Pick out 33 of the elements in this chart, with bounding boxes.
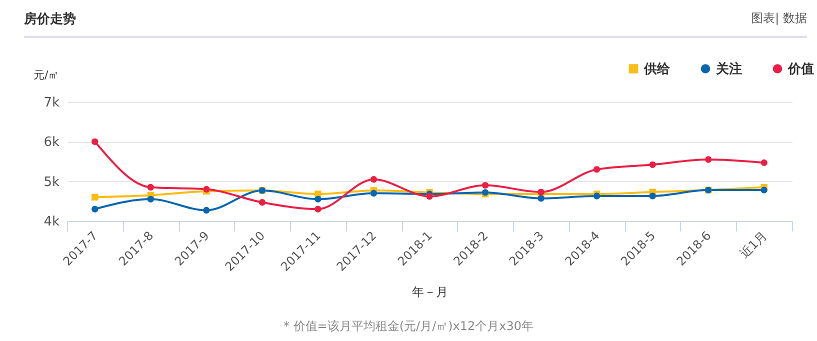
x-axis-title: 年－月 [412,285,448,300]
point [147,196,154,203]
point [704,156,712,163]
legend-label: 关注 [715,60,742,77]
point [760,159,768,166]
point [426,193,433,200]
legend-label: 价值 [787,62,814,77]
text: * 价值=该月平均租金(元/月/㎡)x12个月x30年 [282,318,535,335]
y-tick-label: 7k [44,96,60,110]
point [92,206,98,212]
y-tick-label: 5k [44,174,60,190]
point [258,199,266,206]
y-tick-label: 6k [44,135,60,150]
point [370,190,378,197]
text: 图表| 数据 [751,10,807,27]
y-tick-label: 4k [44,214,60,230]
point [92,138,98,146]
point [203,206,210,214]
point [314,196,322,203]
legend-label: 供给 [643,62,671,77]
point [538,195,544,202]
point [482,182,489,189]
x-tick-label: 近1月 [737,228,770,261]
chart-title: 房价走势 [24,10,76,28]
y-axis-title: 元/㎡ [34,68,60,82]
point [147,184,154,191]
point [649,192,656,200]
point [370,176,378,183]
point [92,194,98,201]
point [314,206,322,212]
point [649,161,656,168]
point [760,186,768,194]
point [593,166,600,173]
